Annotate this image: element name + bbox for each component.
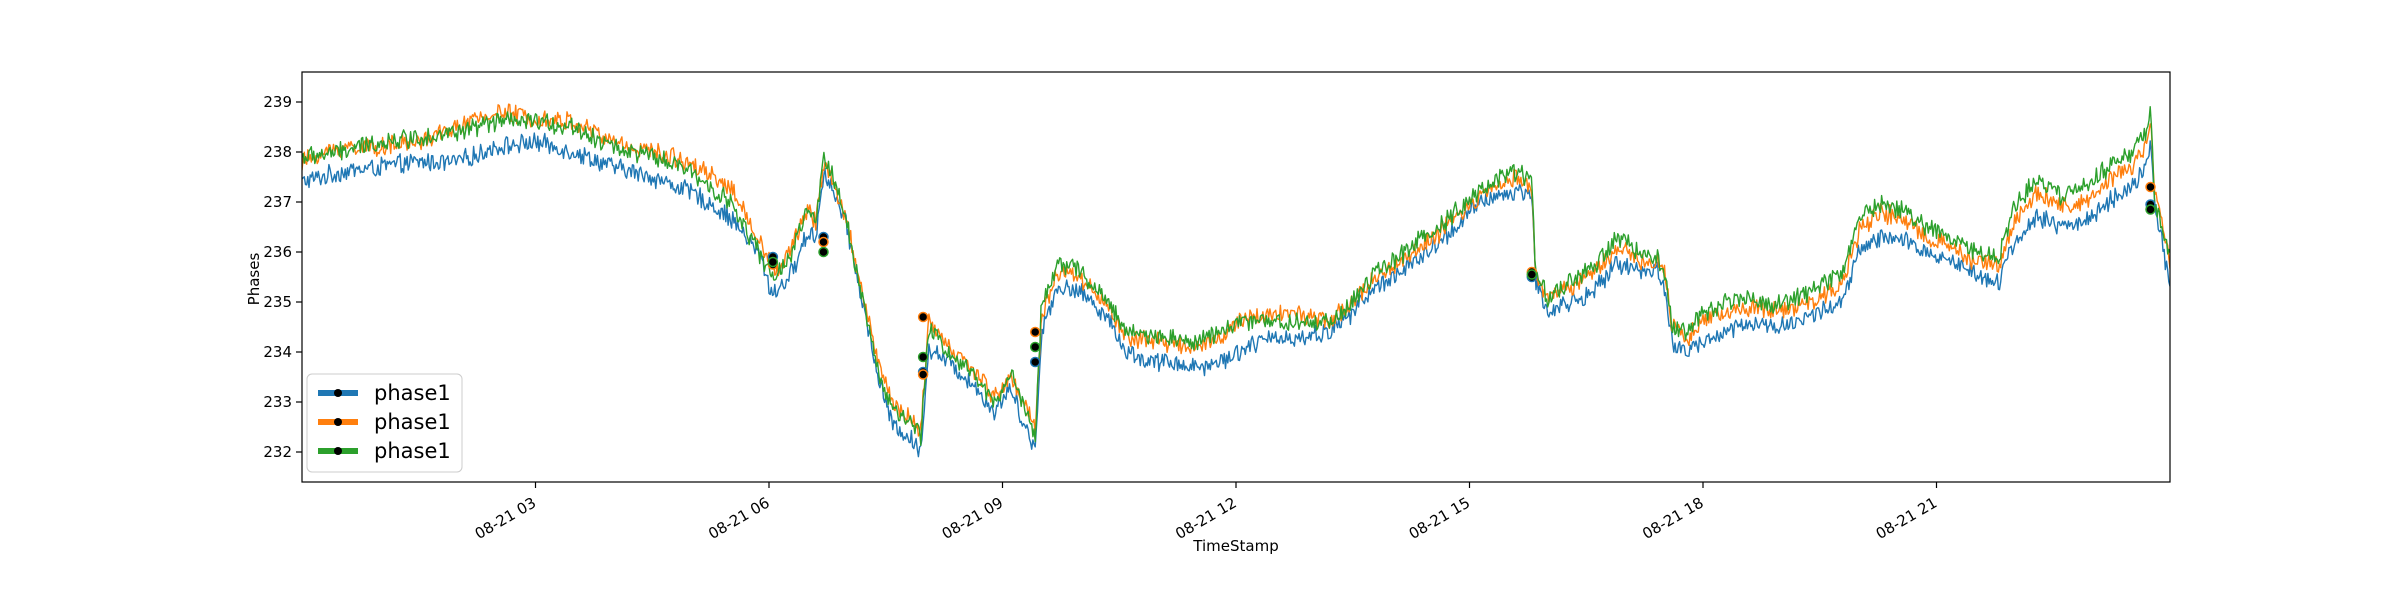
y-tick-label-238: 238: [263, 143, 292, 161]
series-line-3: [302, 105, 2170, 446]
y-tick-label-236: 236: [263, 243, 292, 261]
x-axis-label: TimeStamp: [1192, 537, 1278, 555]
legend-marker-1: [334, 389, 342, 397]
event-marker-10: [917, 369, 929, 380]
event-marker-16: [1526, 269, 1538, 280]
y-tick-label-232: 232: [263, 443, 292, 461]
event-marker-17: [2145, 181, 2156, 193]
event-marker-5: [818, 236, 829, 248]
legend-marker-3: [334, 447, 342, 455]
series-line-1: [302, 132, 2170, 458]
event-marker-13: [1029, 356, 1041, 368]
legend-label-1: phase1: [374, 381, 451, 405]
legend-label-2: phase1: [374, 410, 451, 434]
event-marker-11: [1029, 326, 1041, 338]
legend: phase1 phase1 phase1: [306, 373, 463, 473]
event-marker-8: [917, 351, 929, 363]
event-marker-19: [2145, 204, 2156, 215]
event-marker-3: [767, 256, 779, 268]
legend-box: [306, 373, 463, 473]
y-tick-label-235: 235: [263, 293, 292, 311]
y-tick-label-237: 237: [263, 193, 292, 211]
series-line-2: [302, 103, 2170, 437]
event-markers: [767, 181, 2156, 380]
legend-entry-2: phase1: [318, 410, 451, 434]
y-axis-label: Phases: [245, 253, 263, 306]
legend-entry-1: phase1: [318, 381, 451, 405]
series-layer: [302, 103, 2170, 458]
event-marker-6: [818, 246, 829, 258]
y-tick-label-239: 239: [263, 93, 292, 111]
event-marker-7: [917, 311, 929, 323]
legend-label-3: phase1: [374, 439, 451, 463]
legend-entry-3: phase1: [318, 439, 451, 463]
event-marker-12: [1029, 341, 1041, 353]
y-tick-label-234: 234: [263, 343, 292, 361]
legend-marker-2: [334, 418, 342, 426]
y-tick-label-233: 233: [263, 393, 292, 411]
